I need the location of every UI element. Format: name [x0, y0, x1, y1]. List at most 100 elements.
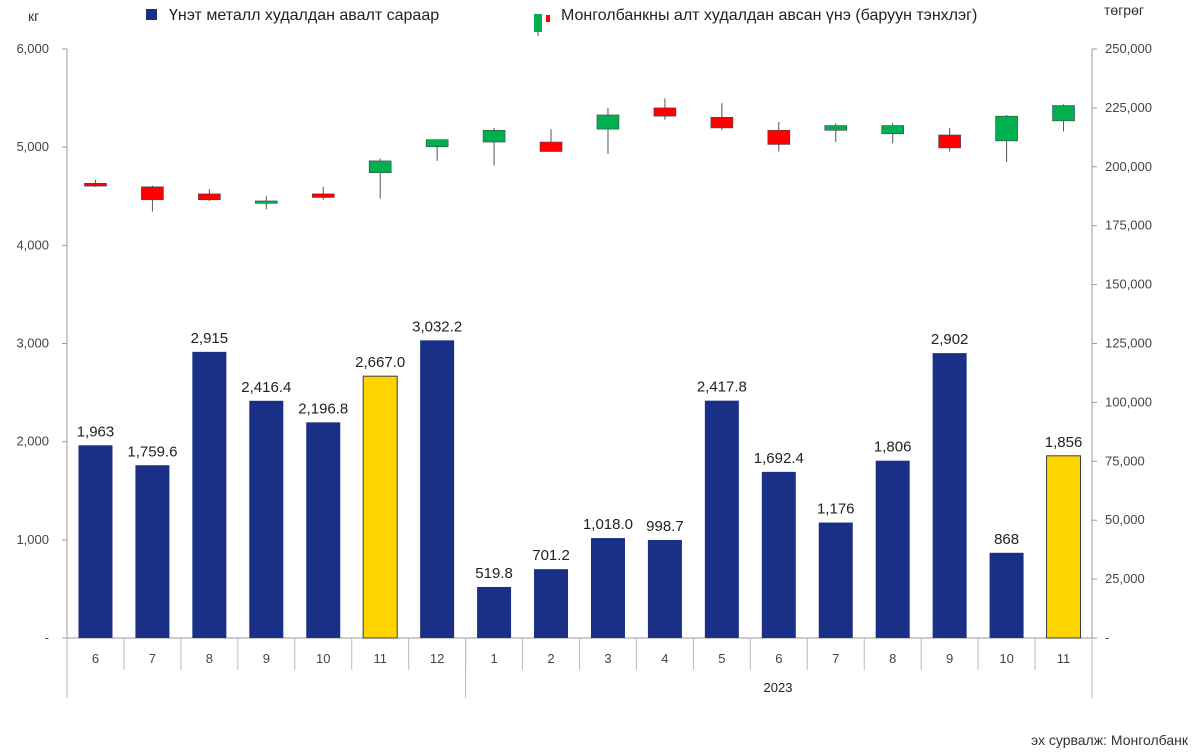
bar-data-label: 3,032.2 — [412, 318, 462, 335]
candle-body — [255, 200, 278, 204]
legend-bar-swatch — [146, 9, 157, 20]
candle — [311, 186, 335, 200]
category-label: 7 — [832, 651, 839, 666]
candle — [710, 103, 734, 131]
candle-body — [1052, 105, 1075, 122]
bar-data-label: 1,018.0 — [583, 516, 633, 533]
left-tick-label: 6,000 — [16, 41, 49, 56]
right-tick-label: 25,000 — [1105, 571, 1145, 586]
bar-data-label: 2,416.4 — [241, 379, 291, 396]
candle — [1052, 104, 1075, 132]
category-label: 3 — [604, 651, 611, 666]
right-axis-unit: төгрөг — [1104, 2, 1144, 18]
candle — [141, 185, 164, 212]
candle-body — [938, 134, 961, 149]
candle-body — [198, 193, 221, 201]
category-label: 7 — [149, 651, 156, 666]
category-label: 10 — [316, 651, 330, 666]
right-tick-label: 175,000 — [1105, 218, 1152, 233]
bar — [875, 460, 910, 638]
category-label: 8 — [889, 651, 896, 666]
right-tick-label: 50,000 — [1105, 512, 1145, 527]
bar — [534, 569, 569, 638]
bar — [989, 552, 1024, 638]
candle — [198, 189, 221, 201]
bar — [1046, 455, 1082, 639]
category-label: 1 — [490, 651, 497, 666]
left-tick-label: 1,000 — [16, 532, 49, 547]
candle — [596, 107, 620, 154]
candle — [938, 127, 961, 152]
bar — [932, 353, 967, 638]
bar-data-label: 1,759.6 — [127, 443, 177, 460]
candle-body — [824, 125, 848, 131]
category-label: 4 — [661, 651, 668, 666]
candle-body — [482, 129, 506, 143]
category-label: 8 — [206, 651, 213, 666]
bar-data-label: 2,902 — [931, 331, 969, 348]
bar — [362, 375, 398, 639]
category-label: 10 — [999, 651, 1013, 666]
bar — [704, 400, 739, 638]
bar — [818, 522, 853, 638]
candle-body — [653, 107, 677, 117]
candle-body — [311, 193, 335, 198]
category-label: 2 — [547, 651, 554, 666]
candle-body — [710, 117, 734, 129]
right-tick-label: 125,000 — [1105, 336, 1152, 351]
bar — [761, 471, 796, 638]
candle-body — [539, 141, 563, 152]
bar-data-label: 701.2 — [532, 547, 570, 564]
bar — [192, 351, 227, 638]
data-labels: 1,963 1,759.6 2,915 2,416.4 2,196.8 2,667.0 3,… — [77, 318, 1083, 582]
candle — [255, 196, 278, 210]
candle — [368, 158, 392, 199]
right-tick-label: 250,000 — [1105, 41, 1152, 56]
candle-body — [596, 114, 620, 130]
right-tick-label: 150,000 — [1105, 277, 1152, 292]
left-tick-label: 2,000 — [16, 434, 49, 449]
left-tick-label: 3,000 — [16, 336, 49, 351]
bar-data-label: 2,915 — [191, 330, 229, 347]
candle-body — [368, 160, 392, 173]
candle — [482, 127, 506, 166]
bar — [306, 422, 341, 638]
category-label: 11 — [373, 651, 387, 666]
bar-data-label: 2,667.0 — [355, 354, 405, 371]
legend-candle-label: Монголбанкны алт худалдан авсан үнэ (бар… — [561, 7, 977, 24]
category-label: 9 — [946, 651, 953, 666]
candle — [995, 114, 1018, 163]
candle — [767, 122, 791, 152]
bar-data-label: 519.8 — [475, 565, 513, 582]
bar — [78, 445, 113, 638]
candle-body — [881, 125, 904, 135]
category-label: 11 — [1057, 651, 1071, 666]
bar-data-label: 1,806 — [874, 439, 912, 456]
bar — [420, 340, 455, 638]
legend: Үнэт металл худалдан авалт сараар Монгол… — [146, 7, 977, 36]
bar-data-label: 2,417.8 — [697, 379, 747, 396]
candle — [881, 123, 904, 144]
category-label: 6 — [92, 651, 99, 666]
source-note: эх сурвалж: Монголбанк — [1031, 732, 1189, 748]
candle — [84, 179, 107, 187]
right-tick-label: 200,000 — [1105, 159, 1152, 174]
category-label: 12 — [430, 651, 444, 666]
category-label: 6 — [775, 651, 782, 666]
right-tick-label: 75,000 — [1105, 453, 1145, 468]
left-tick-label: 5,000 — [16, 139, 49, 154]
bar — [647, 539, 682, 638]
year-group-label: 2023 — [764, 680, 793, 695]
right-tick-label: 100,000 — [1105, 394, 1152, 409]
left-axis-unit: кг — [28, 8, 39, 24]
category-label: 9 — [263, 651, 270, 666]
right-tick-label: 225,000 — [1105, 100, 1152, 115]
axes: - 1,000 2,000 3,000 4,000 5,000 6,000 - 25,000 50… — [16, 41, 1152, 698]
bar-data-label: 1,856 — [1045, 434, 1083, 451]
right-tick-label: - — [1105, 630, 1109, 645]
candle-body — [141, 186, 164, 201]
bar-data-label: 998.7 — [646, 518, 684, 535]
candle — [425, 139, 449, 161]
candle-body — [84, 182, 107, 187]
